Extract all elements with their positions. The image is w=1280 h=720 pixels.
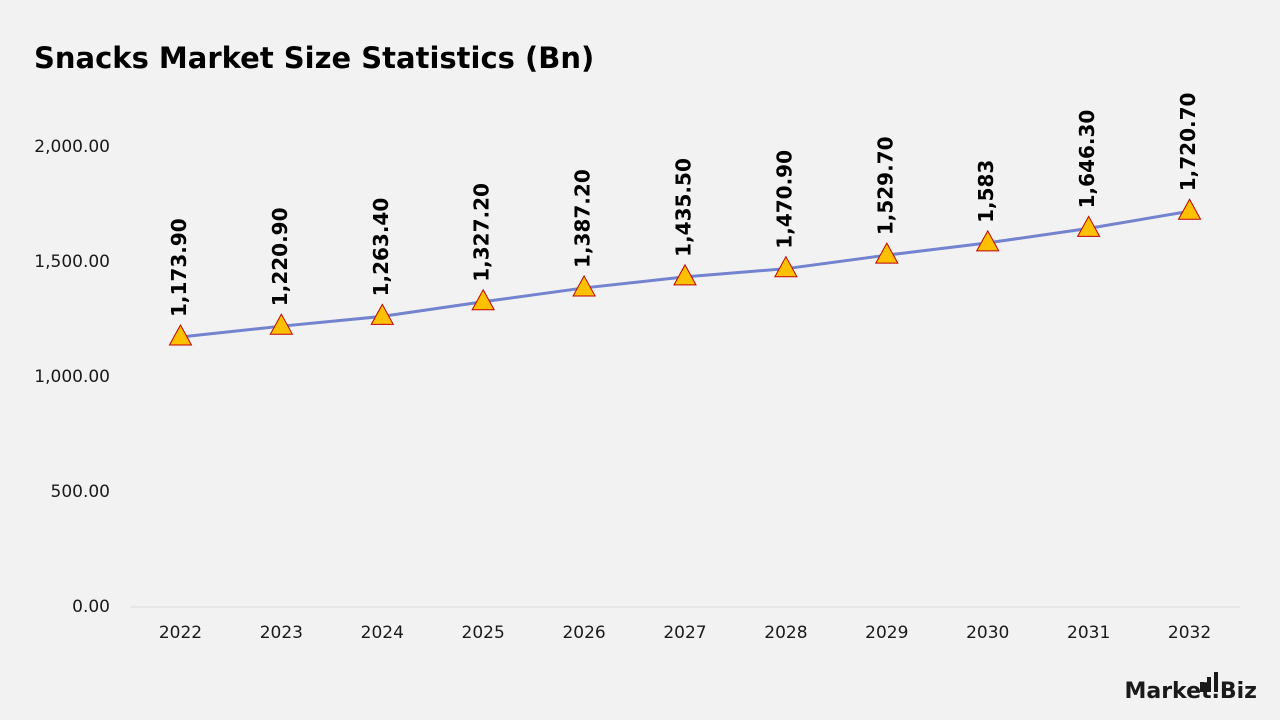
data-label: 1,220.90 xyxy=(268,207,292,306)
chart-title: Snacks Market Size Statistics (Bn) xyxy=(34,41,594,75)
data-label: 1,387.20 xyxy=(571,169,595,268)
y-tick-label: 1,000.00 xyxy=(34,367,110,387)
brand: Market.Biz xyxy=(1124,679,1257,704)
x-tick-label: 2030 xyxy=(966,623,1009,643)
marker xyxy=(168,323,193,346)
x-tick-label: 2026 xyxy=(562,623,605,643)
data-label: 1,327.20 xyxy=(470,183,494,282)
x-tick-label: 2027 xyxy=(663,623,706,643)
marker xyxy=(975,229,1000,252)
marker xyxy=(774,255,798,278)
x-tick-label: 2032 xyxy=(1168,623,1211,643)
x-tick-label: 2022 xyxy=(159,623,202,643)
y-tick-label: 2,000.00 xyxy=(34,137,110,157)
x-tick-label: 2023 xyxy=(260,623,303,643)
y-tick-label: 0.00 xyxy=(72,597,110,617)
y-tick-label: 500.00 xyxy=(51,482,110,502)
marker xyxy=(572,274,596,297)
data-label: 1,529.70 xyxy=(873,136,897,235)
x-tick-label: 2028 xyxy=(764,623,807,643)
marker xyxy=(1076,215,1101,237)
marker xyxy=(269,313,294,335)
x-tick-label: 2031 xyxy=(1067,623,1110,643)
data-label: 1,646.30 xyxy=(1075,110,1099,209)
brand-icon xyxy=(1200,672,1218,692)
data-label: 1,173.90 xyxy=(167,218,191,317)
data-label: 1,263.40 xyxy=(369,198,393,297)
marker xyxy=(673,263,697,286)
x-tick-label: 2024 xyxy=(361,623,404,643)
marker xyxy=(471,288,496,311)
data-label: 1,583 xyxy=(974,160,998,223)
data-label: 1,470.90 xyxy=(772,150,796,249)
marker xyxy=(370,303,395,325)
marker xyxy=(874,242,899,264)
marker xyxy=(1177,198,1202,220)
y-tick-label: 1,500.00 xyxy=(34,252,110,272)
x-tick-label: 2025 xyxy=(462,623,505,643)
x-tick-label: 2029 xyxy=(865,623,908,643)
data-label: 1,720.70 xyxy=(1176,93,1200,192)
data-label: 1,435.50 xyxy=(672,158,696,257)
